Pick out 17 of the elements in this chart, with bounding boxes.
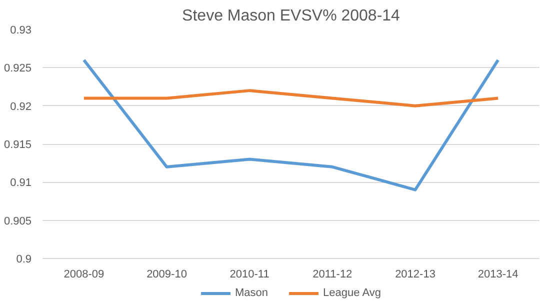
line-series — [82, 58, 500, 192]
y-tick-label: 0.92 — [10, 100, 32, 113]
y-tick-label: 0.925 — [4, 62, 32, 75]
x-tick-label: 2009-10 — [146, 268, 187, 280]
legend-label: Mason — [235, 287, 268, 299]
y-tick-label: 0.93 — [10, 24, 32, 36]
y-tick-label: 0.9 — [16, 254, 32, 266]
y-tick-label: 0.915 — [4, 139, 32, 151]
legend-label: League Avg — [323, 287, 381, 299]
x-tick-label: 2012-13 — [395, 268, 436, 280]
y-tick-label: 0.905 — [4, 215, 32, 228]
x-tick-label: 2011-12 — [312, 268, 352, 280]
x-tick-label: 2010-11 — [230, 268, 270, 280]
x-tick-label: 2013-14 — [478, 268, 518, 280]
chart-title: Steve Mason EVSV% 2008-14 — [182, 8, 400, 24]
y-tick-label: 0.91 — [10, 177, 32, 190]
x-tick-label: 2008-09 — [64, 268, 104, 280]
